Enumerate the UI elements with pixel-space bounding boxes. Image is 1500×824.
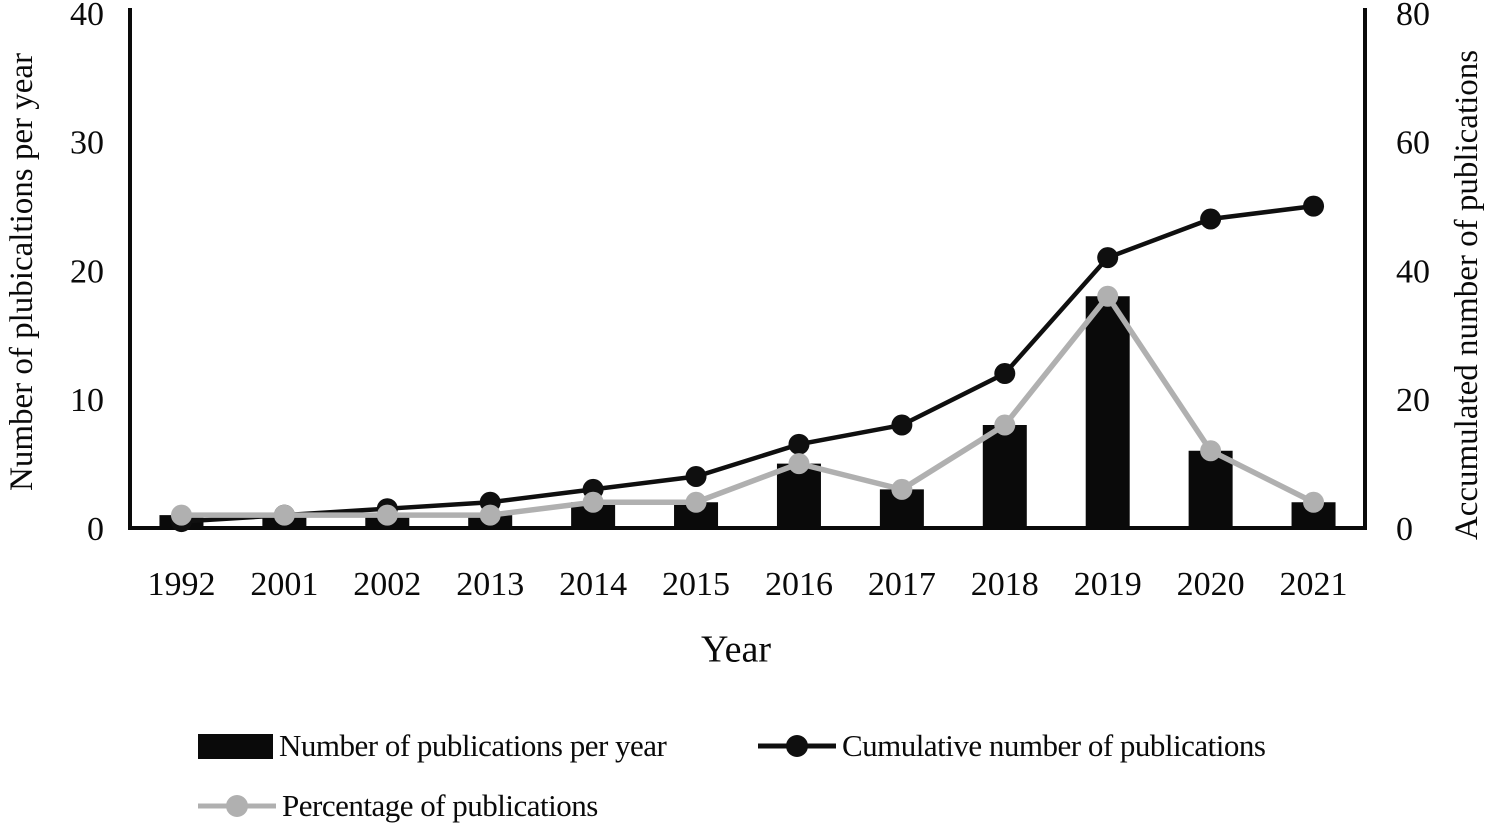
legend-item-cumulative: Cumulative number of publications [758, 728, 1266, 763]
percentage-line-dot [376, 504, 398, 526]
right-axis-title: Accumulated number of publications [1449, 50, 1485, 540]
percentage-line-dot [994, 414, 1016, 436]
percentage-line-dot [788, 453, 810, 475]
year-label: 2017 [868, 566, 936, 603]
percentage-line-dot [685, 491, 707, 513]
percentage-line-dot [1200, 440, 1222, 462]
right-tick-label: 0 [1396, 511, 1413, 548]
year-label: 2014 [559, 566, 627, 603]
cumulative-line-dot [788, 433, 810, 455]
percentage-line [181, 291, 1315, 518]
year-label: 2016 [765, 566, 833, 603]
right-tick-label: 80 [1396, 0, 1430, 33]
year-label: 2019 [1074, 566, 1142, 603]
left-axis-title: Number of plubicaltions per year [4, 53, 40, 491]
cumulative-line-dot [1303, 195, 1325, 217]
year-label: 2002 [353, 566, 421, 603]
left-tick-label: 30 [70, 125, 104, 162]
percentage-line-dot [582, 491, 604, 513]
right-tick-label: 60 [1396, 125, 1430, 162]
left-tick-label: 40 [70, 0, 104, 33]
year-label: 2018 [971, 566, 1039, 603]
cumulative-line-dot [1097, 247, 1119, 269]
bar [1085, 296, 1130, 528]
bar [982, 425, 1027, 528]
percentage-line-dot [1303, 491, 1325, 513]
percentage-line-dot [170, 504, 192, 526]
left-tick-label: 10 [70, 382, 104, 419]
right-tick-label: 20 [1396, 382, 1430, 419]
percentage-line-dot [273, 504, 295, 526]
bar [1188, 450, 1233, 528]
cumulative-line [181, 203, 1314, 524]
year-label: 2020 [1177, 566, 1245, 603]
legend-item-publications-per-year: Number of publications per year [198, 728, 667, 763]
chart-canvas: 0 10 20 30 40 0 20 40 60 80 1992 2001 2002 2013 2014 20… [4, 0, 1485, 670]
legend-label: Percentage of publications [282, 788, 598, 823]
left-tick-label: 0 [87, 511, 104, 548]
year-label: 2001 [250, 566, 318, 603]
percentage-line-dot [479, 504, 501, 526]
line-dot-marker-icon [758, 735, 836, 757]
percentage-line-dot [891, 478, 913, 500]
year-label: 1992 [147, 566, 215, 603]
year-label: 2013 [456, 566, 524, 603]
year-label: 2015 [662, 566, 730, 603]
legend-label: Cumulative number of publications [842, 728, 1266, 763]
legend-label: Number of publications per year [279, 728, 667, 763]
bar-swatch-icon [198, 733, 273, 759]
right-tick-label: 40 [1396, 253, 1430, 290]
x-axis-title: Year [701, 628, 771, 670]
bar [776, 463, 821, 528]
cumulative-line-dot [685, 466, 707, 487]
percentage-line-dot [1097, 285, 1119, 307]
left-tick-label: 20 [70, 253, 104, 290]
year-label: 2021 [1280, 566, 1348, 603]
legend-item-percentage: Percentage of publications [198, 788, 598, 823]
cumulative-line-dot [1200, 208, 1222, 230]
cumulative-line-dot [994, 363, 1016, 384]
line-dot-marker-icon [198, 795, 276, 817]
cumulative-line-dot [891, 414, 913, 436]
